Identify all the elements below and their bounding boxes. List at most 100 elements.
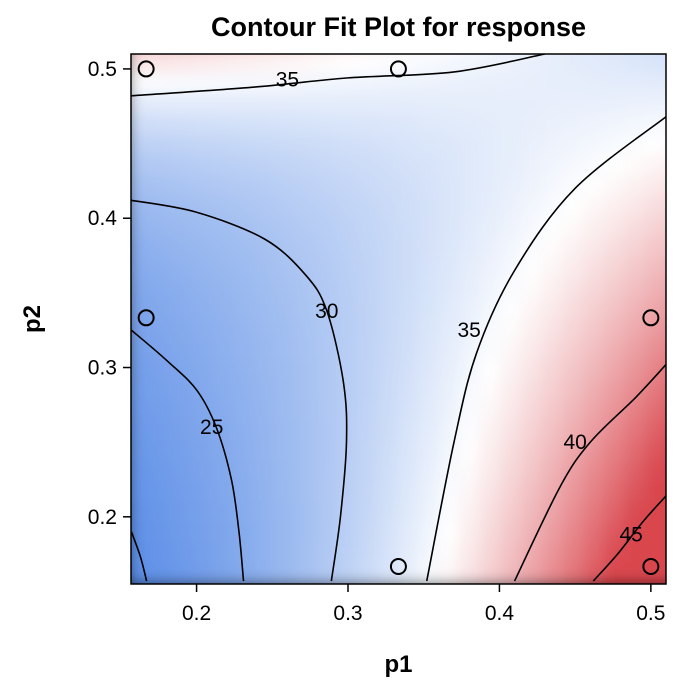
heatmap-cell: [212, 460, 235, 484]
heatmap-cell: [294, 54, 318, 76]
heatmap-cell: [418, 195, 441, 219]
heatmap-cell: [356, 93, 379, 117]
heatmap-cell: [520, 154, 544, 178]
heatmap-cell: [335, 236, 359, 259]
heatmap-cell: [479, 216, 503, 239]
heatmap-cell: [315, 134, 338, 157]
heatmap-cell: [131, 114, 132, 137]
heatmap-cell: [459, 236, 482, 259]
heatmap-cell: [418, 399, 441, 422]
heatmap-cell: [644, 256, 666, 280]
heatmap-cell: [418, 54, 441, 76]
y-tick-label: 0.5: [88, 58, 117, 81]
heatmap-cell: [541, 460, 565, 484]
heatmap-cell: [603, 277, 626, 300]
heatmap-cell: [171, 399, 194, 422]
heatmap-cell: [479, 236, 503, 259]
heatmap-cell: [356, 195, 379, 219]
heatmap-cell: [376, 481, 400, 504]
heatmap-cell: [376, 54, 400, 76]
heatmap-cell: [418, 236, 441, 259]
heatmap-cell: [438, 134, 462, 157]
heatmap-cell: [376, 277, 400, 300]
heatmap-cell: [253, 73, 277, 96]
heatmap-cell: [335, 154, 359, 178]
heatmap-cell: [356, 460, 379, 484]
heatmap-cell: [500, 216, 523, 239]
heatmap-cell: [376, 93, 400, 117]
heatmap-cell: [171, 216, 194, 239]
heatmap-cell: [562, 73, 585, 96]
heatmap-cell: [253, 562, 277, 584]
heatmap-cell: [191, 54, 215, 76]
heatmap-cell: [150, 216, 174, 239]
heatmap-cell: [274, 175, 297, 198]
heatmap-cell: [520, 134, 544, 157]
heatmap-cell: [150, 583, 174, 584]
heatmap-cell: [623, 358, 647, 382]
heatmap-cell: [582, 175, 606, 198]
heatmap-cell: [520, 114, 544, 137]
heatmap-cell: [171, 460, 194, 484]
heatmap-cell: [623, 93, 647, 117]
heatmap-cell: [131, 440, 132, 463]
heatmap-cell: [459, 542, 482, 565]
heatmap-cell: [438, 93, 462, 117]
heatmap-cell: [397, 114, 421, 137]
heatmap-cell: [541, 236, 565, 259]
heatmap-cell: [171, 481, 194, 504]
heatmap-cell: [520, 277, 544, 300]
heatmap-cell: [335, 134, 359, 157]
heatmap-cell: [479, 419, 503, 443]
heatmap-cell: [191, 277, 215, 300]
heatmap-cell: [582, 297, 606, 320]
heatmap-cell: [623, 297, 647, 320]
heatmap-cell: [131, 460, 153, 484]
heatmap-cell: [212, 562, 235, 584]
heatmap-cell: [274, 440, 297, 463]
heatmap-cell: [644, 338, 666, 361]
heatmap-cell: [562, 338, 585, 361]
heatmap-cell: [274, 583, 297, 584]
heatmap-cell: [541, 419, 565, 443]
heatmap-cell: [212, 256, 235, 280]
heatmap-cell: [623, 318, 647, 341]
heatmap-cell: [541, 154, 565, 178]
heatmap-cell: [500, 73, 523, 96]
heatmap-cell: [232, 419, 256, 443]
heatmap-cell: [418, 93, 441, 117]
heatmap-cell: [150, 460, 174, 484]
heatmap-cell: [376, 521, 400, 545]
heatmap-cell: [376, 562, 400, 584]
heatmap-cell: [562, 501, 585, 524]
heatmap-cell: [131, 297, 153, 320]
heatmap-cell: [274, 236, 297, 259]
heatmap-cell: [582, 236, 606, 259]
heatmap-cell: [603, 54, 626, 76]
heatmap-cell: [150, 379, 174, 402]
heatmap-cell: [418, 114, 441, 137]
heatmap-cell: [603, 419, 626, 443]
heatmap-cell: [274, 195, 297, 219]
heatmap-cell: [171, 521, 194, 545]
heatmap-cell: [356, 440, 379, 463]
heatmap-cell: [212, 501, 235, 524]
design-point: [137, 309, 155, 327]
heatmap-cell: [623, 419, 647, 443]
contour-label-30: 30: [315, 300, 338, 323]
heatmap-cell: [294, 440, 318, 463]
heatmap-cell: [376, 542, 400, 565]
heatmap-cell: [623, 195, 647, 219]
heatmap-cell: [232, 358, 256, 382]
heatmap-cell: [541, 481, 565, 504]
heatmap-cell: [397, 93, 421, 117]
heatmap-cell: [520, 236, 544, 259]
heatmap-cell: [438, 318, 462, 341]
y-tick-label: 0.4: [88, 207, 118, 230]
heatmap-cell: [171, 175, 194, 198]
heatmap-cell: [582, 501, 606, 524]
heatmap-cell: [212, 419, 235, 443]
heatmap-cell: [315, 236, 338, 259]
heatmap-cell: [253, 195, 277, 219]
heatmap-cell: [459, 481, 482, 504]
